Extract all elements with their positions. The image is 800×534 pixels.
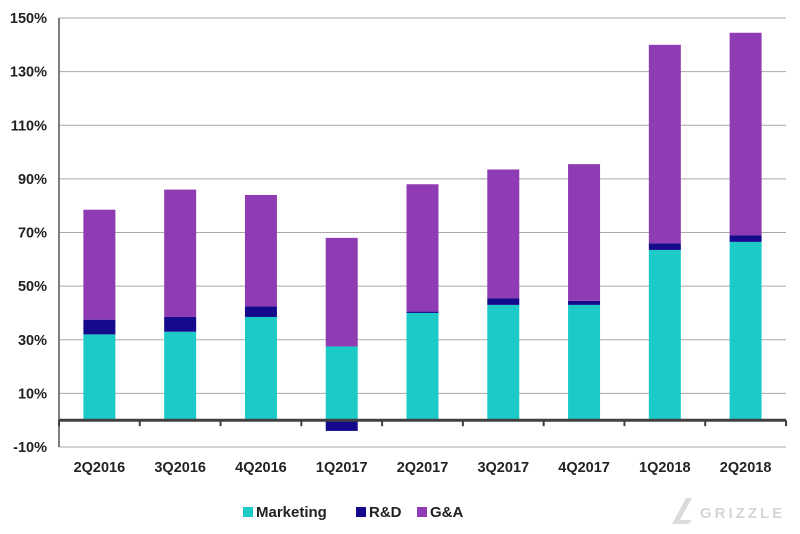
bar-g-a-4q2017 xyxy=(568,164,601,301)
x-tick-label: 1Q2018 xyxy=(639,460,691,476)
legend-label: Marketing xyxy=(256,504,327,521)
legend-swatch xyxy=(356,507,366,517)
x-tick-labels: 2Q2016 3Q2016 4Q2016 1Q2017 2Q2017 3Q2017 4Q20… xyxy=(74,460,772,476)
y-tick-label: 70% xyxy=(18,226,47,242)
bar-r-d-1q2018 xyxy=(648,243,681,250)
x-tick-label: 4Q2017 xyxy=(558,460,610,476)
y-tick-label: 110% xyxy=(11,118,47,134)
x-tick-label: 2Q2018 xyxy=(720,460,772,476)
bar-r-d-3q2017 xyxy=(487,298,520,305)
y-tick-labels: -10% 10% 30% 50% 70% 90% 110% 130% 150% xyxy=(10,11,47,456)
x-tick-label: 3Q2017 xyxy=(477,460,529,476)
bar-g-a-1q2018 xyxy=(648,44,681,244)
legend-swatch xyxy=(243,507,253,517)
x-tick-label: 2Q2017 xyxy=(397,460,449,476)
bar-r-d-4q2016 xyxy=(244,306,277,317)
legend-label: G&A xyxy=(430,504,464,521)
x-tick-label: 2Q2016 xyxy=(74,460,126,476)
bar-g-a-3q2016 xyxy=(164,189,197,317)
bar-g-a-2q2018 xyxy=(729,32,762,236)
x-tick-label: 4Q2016 xyxy=(235,460,287,476)
bar-marketing-4q2016 xyxy=(244,316,277,421)
bar-g-a-4q2016 xyxy=(244,194,277,307)
bar-g-a-2q2017 xyxy=(406,184,439,312)
bar-g-a-3q2017 xyxy=(487,169,520,299)
bar-r-d-1q2017 xyxy=(325,420,358,431)
bar-marketing-4q2017 xyxy=(568,304,601,421)
bar-marketing-2q2018 xyxy=(729,241,762,421)
legend: Marketing R&D G&A xyxy=(243,504,464,521)
bar-marketing-2q2017 xyxy=(406,312,439,421)
watermark-text: GRIZZLE xyxy=(700,505,785,522)
bar-r-d-2q2018 xyxy=(729,235,762,242)
bar-marketing-3q2017 xyxy=(487,304,520,421)
y-tick-label: -10% xyxy=(13,440,47,456)
bar-marketing-1q2017 xyxy=(325,346,358,421)
bar-r-d-2q2016 xyxy=(83,319,116,335)
bar-marketing-3q2016 xyxy=(164,331,197,421)
bars xyxy=(83,32,762,431)
x-tick-label: 3Q2016 xyxy=(154,460,206,476)
x-tick-label: 1Q2017 xyxy=(316,460,368,476)
bar-r-d-4q2017 xyxy=(568,300,601,305)
y-tick-label: 10% xyxy=(18,386,47,402)
y-tick-label: 130% xyxy=(10,65,47,81)
bar-g-a-2q2016 xyxy=(83,209,116,320)
y-tick-label: 30% xyxy=(18,333,47,349)
bar-marketing-1q2018 xyxy=(648,249,681,421)
bar-g-a-1q2017 xyxy=(325,237,358,347)
bar-r-d-2q2017 xyxy=(406,311,439,313)
grizzle-watermark-logo: GRIZZLE xyxy=(672,498,785,524)
bar-marketing-2q2016 xyxy=(83,334,116,421)
y-tick-label: 90% xyxy=(18,172,47,188)
y-tick-label: 50% xyxy=(18,279,47,295)
bar-r-d-3q2016 xyxy=(164,316,197,332)
legend-label: R&D xyxy=(369,504,402,521)
y-tick-label: 150% xyxy=(10,11,47,27)
axes xyxy=(58,18,787,447)
legend-swatch xyxy=(417,507,427,517)
